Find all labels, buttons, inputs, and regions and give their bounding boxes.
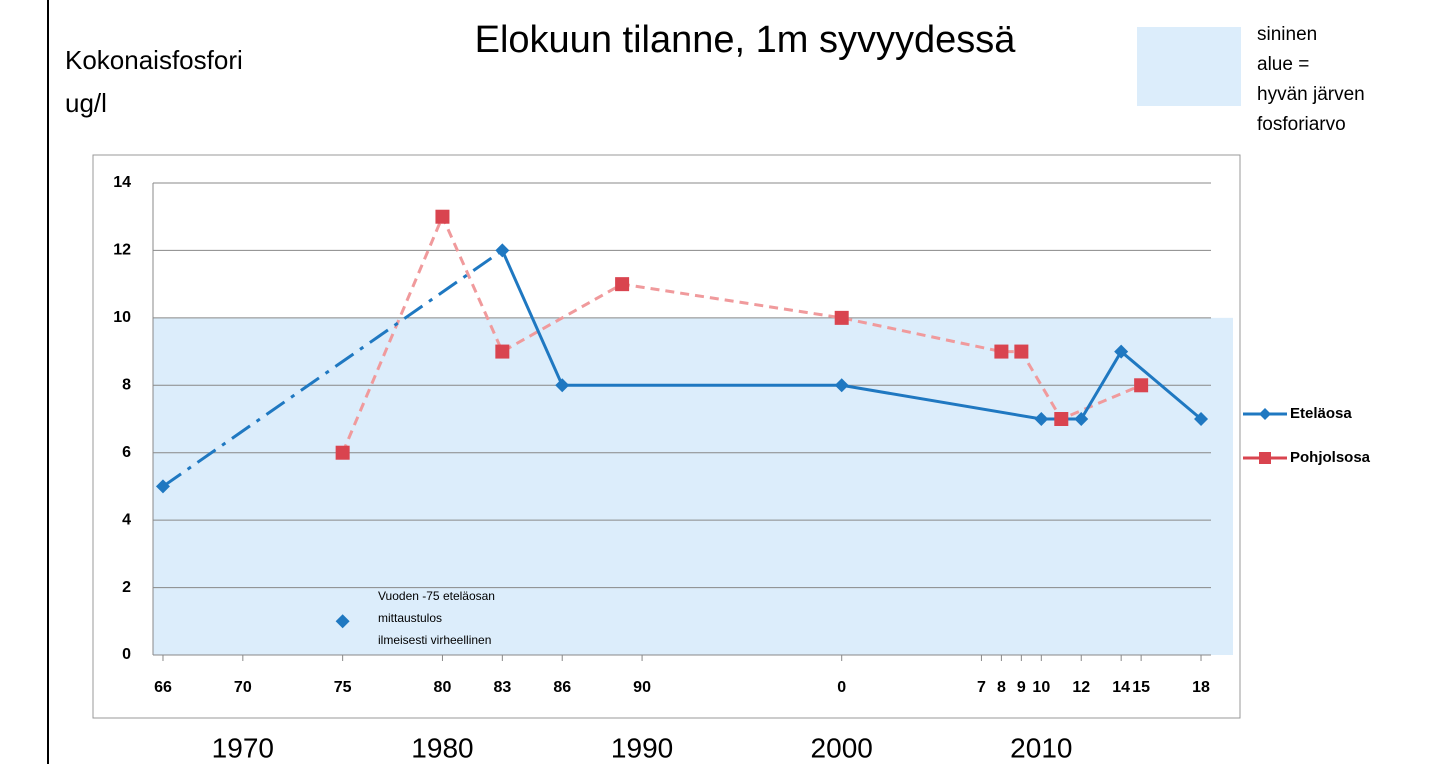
y-tick-label: 6 — [122, 444, 131, 461]
point — [834, 310, 849, 325]
decade-label: 1990 — [611, 732, 673, 763]
x-tick-label: 0 — [837, 679, 846, 696]
chart-frame — [92, 154, 1241, 719]
band-legend-text: hyvän järven — [1257, 84, 1365, 105]
y-tick-label: 4 — [122, 511, 131, 528]
decade-label: 2000 — [811, 732, 873, 763]
series-line-uncertain — [162, 249, 504, 488]
point — [1014, 344, 1029, 359]
y-tick-label: 0 — [122, 646, 131, 663]
point — [1054, 412, 1069, 426]
x-tick-label: 14 — [1112, 679, 1130, 696]
legend-label: Eteläosa — [1290, 405, 1352, 422]
point — [1074, 412, 1089, 426]
x-tick-label: 10 — [1032, 679, 1050, 696]
point — [495, 344, 510, 359]
point — [335, 445, 350, 460]
annotation-text: ilmeisesti virheellinen — [378, 633, 491, 647]
y-label: ug/l — [65, 88, 107, 118]
x-tick-label: 75 — [334, 679, 352, 696]
x-tick-label: 80 — [434, 679, 452, 696]
point — [615, 277, 630, 292]
series-line — [341, 212, 1142, 454]
point — [155, 479, 170, 494]
point — [495, 243, 510, 258]
x-tick-label: 8 — [997, 679, 1006, 696]
x-tick-label: 7 — [977, 679, 986, 696]
x-tick-label: 15 — [1132, 679, 1150, 696]
x-tick-label: 83 — [493, 679, 511, 696]
legend-label: Pohjolsosa — [1290, 449, 1371, 466]
annotation-text: mittaustulos — [378, 611, 442, 625]
point — [1034, 412, 1049, 426]
point — [435, 209, 450, 224]
band-legend-swatch — [1137, 27, 1241, 106]
point — [555, 378, 570, 393]
point — [1134, 378, 1149, 393]
annotation-marker — [335, 614, 350, 629]
x-tick-label: 90 — [633, 679, 651, 696]
x-tick-label: 9 — [1017, 679, 1026, 696]
x-tick-label: 12 — [1072, 679, 1090, 696]
decade-label: 1970 — [212, 732, 274, 763]
x-tick-label: 66 — [154, 679, 172, 696]
point — [994, 344, 1009, 359]
decade-label: 1980 — [411, 732, 473, 763]
x-tick-label: 70 — [234, 679, 252, 696]
point — [1194, 412, 1209, 426]
chart-title: Elokuun tilanne, 1m syvyydessä — [475, 19, 1017, 61]
y-tick-label: 10 — [113, 309, 131, 326]
legend-marker — [1259, 452, 1271, 464]
x-tick-label: 86 — [553, 679, 571, 696]
legend-marker — [1259, 408, 1271, 420]
band-legend-text: fosforiarvo — [1257, 114, 1346, 135]
x-tick-label: 18 — [1192, 679, 1210, 696]
y-tick-label: 12 — [113, 242, 131, 259]
y-tick-label: 14 — [113, 174, 131, 191]
y-label: Kokonaisfosfori — [65, 45, 243, 75]
annotation-text: Vuoden -75 eteläosan — [378, 589, 495, 603]
decade-label: 2010 — [1010, 732, 1072, 763]
y-tick-label: 2 — [122, 579, 131, 596]
point — [834, 378, 849, 393]
y-tick-label: 8 — [122, 377, 131, 394]
band-legend-text: alue = — [1257, 54, 1309, 75]
band-legend-text: sininen — [1257, 24, 1317, 45]
good-range-band — [153, 317, 1233, 655]
point — [1114, 344, 1129, 359]
